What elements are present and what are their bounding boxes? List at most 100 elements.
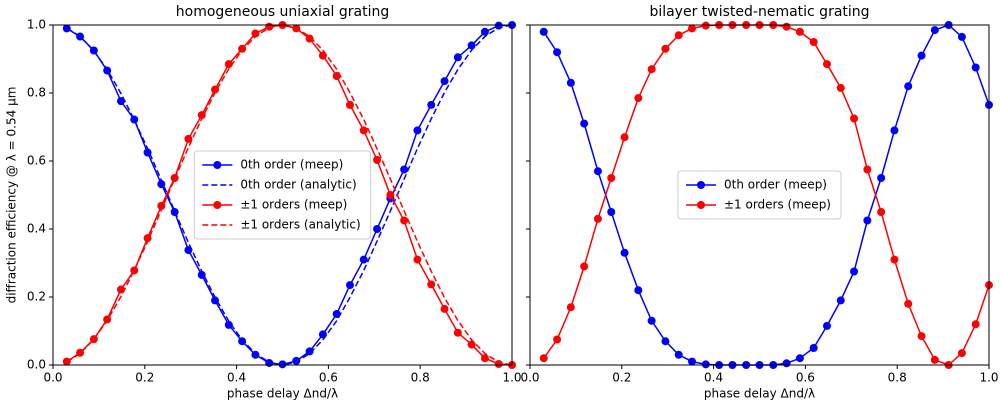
marker [580, 119, 589, 128]
legend-label: 0th order (meep) [240, 158, 343, 172]
marker [400, 216, 409, 225]
legend-label: 0th order (meep) [724, 178, 827, 192]
marker [809, 38, 818, 46]
marker [620, 133, 629, 142]
legend-label: ±1 orders (meep) [724, 198, 831, 212]
legend-marker [696, 181, 705, 189]
marker [224, 60, 233, 69]
marker [197, 270, 206, 279]
x-tick-label: 1.0 [979, 371, 998, 385]
x-tick-label: 0.2 [135, 371, 154, 385]
marker [211, 85, 220, 94]
marker [373, 155, 382, 164]
marker [305, 34, 314, 43]
marker [850, 114, 859, 123]
marker [539, 27, 548, 36]
x-tick-label: 0.0 [43, 371, 62, 385]
marker [345, 281, 354, 290]
marker [494, 359, 503, 368]
y-tick-label: 1.0 [27, 18, 46, 32]
marker [634, 94, 643, 103]
legend-marker [213, 161, 222, 169]
chart-title: bilayer twisted-nematic grating [649, 4, 869, 20]
series-line [66, 24, 513, 366]
marker [292, 356, 301, 365]
marker [427, 280, 436, 289]
marker [359, 126, 368, 135]
marker [386, 191, 395, 199]
marker [238, 337, 247, 346]
marker [251, 350, 260, 359]
x-tick-label: 0.8 [888, 371, 907, 385]
marker [224, 320, 233, 329]
marker [157, 180, 166, 189]
marker [480, 354, 489, 363]
marker [674, 31, 683, 40]
marker [130, 266, 139, 275]
marker [795, 354, 804, 363]
marker [620, 248, 629, 257]
marker [904, 299, 913, 308]
y-tick-label: 0.8 [27, 86, 46, 100]
marker [480, 27, 489, 36]
marker [971, 63, 980, 72]
marker [877, 208, 886, 216]
y-tick-label: 0.6 [27, 154, 46, 168]
marker [930, 355, 939, 364]
marker [917, 51, 926, 60]
marker [674, 350, 683, 359]
marker [607, 174, 616, 182]
marker [453, 53, 462, 62]
marker [782, 22, 791, 31]
series-line [66, 24, 513, 366]
marker [688, 357, 697, 366]
marker [566, 78, 575, 87]
axes-frame [52, 24, 513, 366]
marker [957, 32, 966, 41]
marker [688, 24, 697, 33]
marker [580, 262, 589, 271]
marker [440, 304, 449, 313]
marker [453, 328, 462, 337]
y-tick-label: 0.0 [27, 358, 46, 372]
legend-box [193, 150, 372, 240]
marker [345, 100, 354, 109]
marker [877, 174, 886, 182]
marker [701, 360, 710, 369]
y-tick-label: 0.4 [27, 222, 46, 236]
marker [238, 44, 247, 53]
marker [413, 126, 422, 135]
marker [863, 216, 872, 225]
marker [957, 349, 966, 358]
marker [795, 27, 804, 36]
marker [400, 165, 409, 174]
legend-label: ±1 orders (analytic) [240, 218, 360, 232]
marker [971, 320, 980, 329]
marker [593, 214, 602, 223]
marker [566, 303, 575, 312]
marker [440, 77, 449, 86]
marker [593, 167, 602, 176]
x-tick-label: 0.4 [704, 371, 723, 385]
marker [890, 126, 899, 135]
marker [822, 60, 831, 69]
marker [130, 115, 139, 124]
y-tick-label: 0.2 [27, 290, 46, 304]
marker [157, 201, 166, 210]
marker [305, 347, 314, 356]
marker [809, 344, 818, 352]
x-tick-label: 0.6 [796, 371, 815, 385]
marker [782, 359, 791, 368]
x-tick-label: 1.0 [502, 371, 521, 385]
marker [836, 83, 845, 92]
marker [184, 134, 193, 143]
marker [116, 97, 125, 106]
series-line [66, 24, 513, 366]
x-tick-label: 0.0 [520, 371, 539, 385]
x-tick-label: 0.8 [411, 371, 430, 385]
legend-label: 0th order (analytic) [240, 178, 356, 192]
marker [822, 321, 831, 330]
x-tick-label: 0.6 [319, 371, 338, 385]
marker [904, 82, 913, 91]
